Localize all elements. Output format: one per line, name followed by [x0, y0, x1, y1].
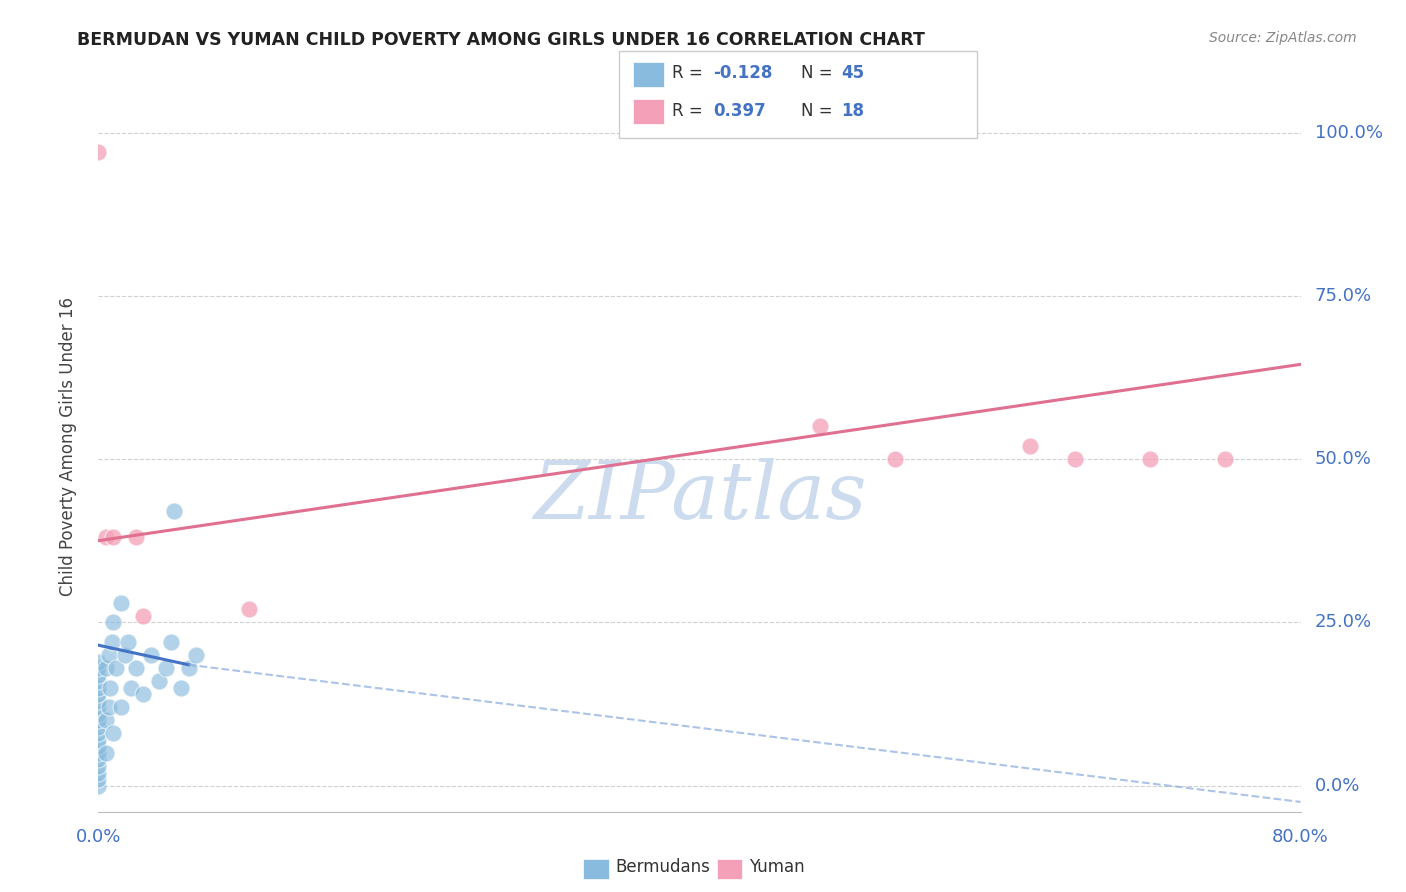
Point — [114, 648, 136, 662]
Point — [94, 661, 117, 675]
Text: R =: R = — [672, 102, 709, 120]
Text: -0.128: -0.128 — [713, 64, 772, 82]
Text: ZIPatlas: ZIPatlas — [533, 458, 866, 536]
Point — [159, 635, 181, 649]
Point — [87, 779, 110, 793]
Point — [87, 752, 110, 766]
Point — [101, 635, 124, 649]
Text: 0.0%: 0.0% — [1315, 777, 1361, 795]
Text: BERMUDAN VS YUMAN CHILD POVERTY AMONG GIRLS UNDER 16 CORRELATION CHART: BERMUDAN VS YUMAN CHILD POVERTY AMONG GI… — [77, 31, 925, 49]
Point — [162, 504, 184, 518]
Point — [103, 530, 125, 544]
Point — [808, 419, 831, 434]
Point — [1064, 452, 1087, 467]
Point — [103, 726, 125, 740]
Point — [87, 681, 110, 695]
Text: N =: N = — [801, 64, 838, 82]
Point — [87, 746, 110, 760]
Point — [1139, 452, 1161, 467]
Point — [87, 687, 110, 701]
Point — [87, 759, 110, 773]
Point — [87, 726, 110, 740]
Point — [97, 700, 120, 714]
Point — [87, 720, 110, 734]
Point — [87, 655, 110, 669]
Point — [94, 530, 117, 544]
Point — [87, 700, 110, 714]
Point — [100, 681, 122, 695]
Point — [184, 648, 207, 662]
Point — [110, 596, 132, 610]
Y-axis label: Child Poverty Among Girls Under 16: Child Poverty Among Girls Under 16 — [59, 296, 77, 596]
Point — [117, 635, 139, 649]
Point — [87, 772, 110, 786]
Text: 45: 45 — [841, 64, 863, 82]
Point — [125, 661, 148, 675]
Text: 0.0%: 0.0% — [76, 828, 121, 846]
Point — [87, 706, 110, 721]
Point — [87, 661, 110, 675]
Point — [87, 145, 110, 160]
Point — [87, 765, 110, 780]
Point — [87, 674, 110, 689]
Text: 18: 18 — [841, 102, 863, 120]
Point — [94, 714, 117, 728]
Point — [94, 746, 117, 760]
Point — [97, 648, 120, 662]
Text: Bermudans: Bermudans — [616, 858, 710, 876]
Point — [238, 602, 260, 616]
Point — [125, 530, 148, 544]
Point — [177, 661, 200, 675]
Point — [121, 681, 143, 695]
Point — [87, 732, 110, 747]
Point — [110, 700, 132, 714]
Text: N =: N = — [801, 102, 838, 120]
Text: 25.0%: 25.0% — [1315, 614, 1372, 632]
Text: 75.0%: 75.0% — [1315, 287, 1372, 305]
Point — [87, 667, 110, 681]
Text: 100.0%: 100.0% — [1315, 123, 1384, 142]
Point — [105, 661, 128, 675]
Point — [1215, 452, 1237, 467]
Point — [87, 694, 110, 708]
Point — [1019, 439, 1042, 453]
Point — [139, 648, 162, 662]
Text: R =: R = — [672, 64, 709, 82]
Text: 80.0%: 80.0% — [1272, 828, 1329, 846]
Point — [883, 452, 905, 467]
Point — [87, 714, 110, 728]
Point — [148, 674, 170, 689]
Text: Yuman: Yuman — [749, 858, 806, 876]
Text: 0.397: 0.397 — [713, 102, 766, 120]
Point — [132, 687, 155, 701]
Text: Source: ZipAtlas.com: Source: ZipAtlas.com — [1209, 31, 1357, 45]
Point — [132, 608, 155, 623]
Text: 50.0%: 50.0% — [1315, 450, 1372, 468]
Point — [87, 739, 110, 754]
Point — [103, 615, 125, 630]
Point — [155, 661, 177, 675]
Point — [170, 681, 193, 695]
